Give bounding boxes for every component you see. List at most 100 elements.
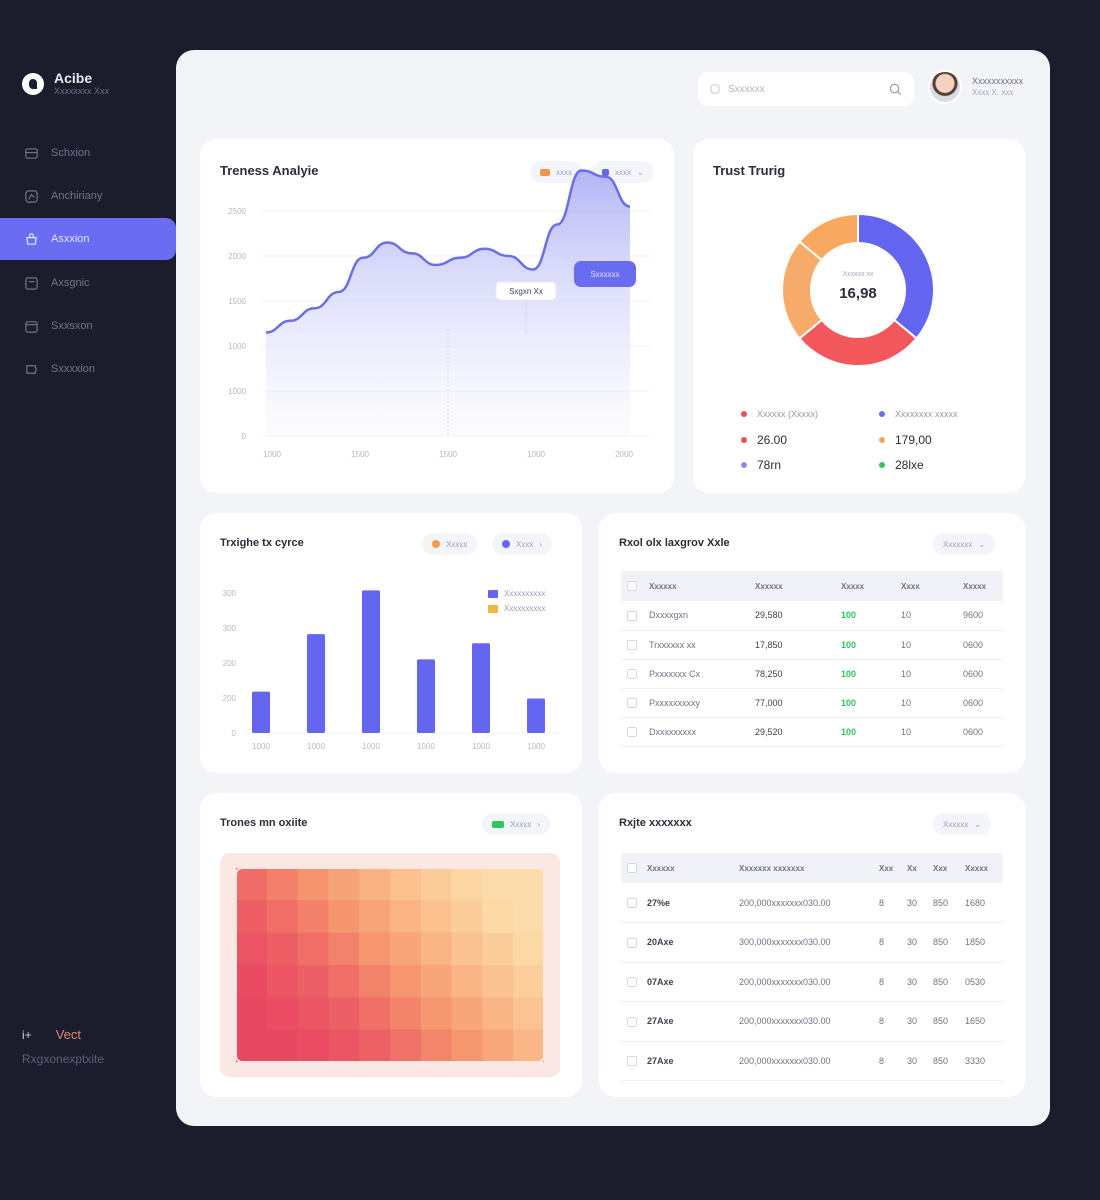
- table-row[interactable]: 27%e 200,000xxxxxxx030.00 8 30 850 1680: [621, 883, 1003, 923]
- heatmap-cell[interactable]: [266, 868, 299, 901]
- row-checkbox[interactable]: [627, 610, 637, 621]
- sidebar-item-0[interactable]: Schxion: [0, 132, 176, 174]
- table-row[interactable]: 27Axe 200,000xxxxxxx030.00 8 30 850 1650: [621, 1001, 1003, 1042]
- column-header[interactable]: Xxxxxxx xxxxxxx: [739, 853, 879, 883]
- column-header[interactable]: Xxxx: [901, 571, 963, 601]
- heatmap-cell[interactable]: [482, 1029, 514, 1062]
- table-row[interactable]: Pxxxxxxxxxy 77,000 100 10 0600: [621, 688, 1003, 718]
- heatmap-cell[interactable]: [513, 900, 544, 934]
- heatmap-cell[interactable]: [390, 868, 422, 901]
- sidebar-item-3[interactable]: Axsgnic: [0, 262, 176, 304]
- table-row[interactable]: 07Axe 200,000xxxxxxx030.00 8 30 850 0530: [621, 962, 1003, 1002]
- heatmap-cell[interactable]: [420, 868, 453, 901]
- search-input[interactable]: Sxxxxxx: [728, 83, 765, 95]
- heatmap-cell[interactable]: [359, 932, 391, 966]
- table-row[interactable]: Pxxxxxxx Cx 78,250 100 10 0600: [621, 659, 1003, 689]
- heatmap-cell[interactable]: [266, 997, 299, 1031]
- search-bar[interactable]: Sxxxxxx: [698, 72, 914, 106]
- row-checkbox[interactable]: [627, 639, 637, 650]
- column-header[interactable]: Xxx: [879, 853, 907, 883]
- row-checkbox[interactable]: [627, 937, 637, 948]
- heatmap-cell[interactable]: [390, 900, 422, 934]
- sidebar-item-1[interactable]: Anchiriany: [0, 175, 176, 217]
- heatmap-cell[interactable]: [482, 965, 514, 998]
- heatmap-cell[interactable]: [420, 997, 453, 1031]
- bar[interactable]: [527, 698, 545, 734]
- row-checkbox[interactable]: [627, 726, 637, 737]
- row-checkbox[interactable]: [627, 697, 637, 708]
- heatmap-cell[interactable]: [266, 900, 299, 934]
- column-header[interactable]: Xx: [907, 853, 933, 883]
- table-row[interactable]: 27Axe 200,000xxxxxxx030.00 8 30 850 3330: [621, 1041, 1003, 1081]
- heatmap-cell[interactable]: [236, 1029, 268, 1062]
- search-icon[interactable]: [889, 83, 902, 96]
- heatmap-cell[interactable]: [328, 900, 360, 934]
- row-checkbox[interactable]: [627, 897, 637, 908]
- bar[interactable]: [252, 691, 270, 733]
- sidebar-item-4[interactable]: Sxxsxon: [0, 305, 176, 347]
- row-checkbox[interactable]: [627, 668, 637, 679]
- heatmap-cell[interactable]: [236, 997, 268, 1031]
- trends-action-button[interactable]: [574, 261, 636, 287]
- heatmap-cell[interactable]: [359, 868, 391, 901]
- heatmap-cell[interactable]: [513, 932, 544, 966]
- heatmap-cell[interactable]: [451, 1029, 483, 1062]
- heatmap-cell[interactable]: [390, 1029, 422, 1062]
- heatmap-cell[interactable]: [513, 868, 544, 901]
- heatmap-cell[interactable]: [390, 997, 422, 1031]
- column-header[interactable]: Xxxxxx: [649, 571, 755, 601]
- heatmap-cell[interactable]: [236, 932, 268, 966]
- bar[interactable]: [307, 634, 325, 733]
- bar[interactable]: [472, 643, 490, 733]
- heatmap-cell[interactable]: [451, 965, 483, 998]
- heatmap-cell[interactable]: [482, 900, 514, 934]
- sidebar-item-2[interactable]: Asxxion: [0, 218, 176, 260]
- heatmap-cell[interactable]: [297, 965, 329, 998]
- heatmap-cell[interactable]: [236, 868, 268, 901]
- column-header[interactable]: Xxxxxx: [755, 571, 841, 601]
- profile[interactable]: Xxxxxxxxxxx Xxxx X. xxx: [928, 70, 1023, 104]
- table-row[interactable]: Dxxxxxxxxx 29,520 100 10 0600: [621, 717, 1003, 747]
- heatmap-cell[interactable]: [266, 965, 299, 998]
- donut-slice[interactable]: [798, 318, 918, 367]
- heatmap-cell[interactable]: [328, 932, 360, 966]
- heatmap-cell[interactable]: [420, 965, 453, 998]
- heatmap-cell[interactable]: [359, 1029, 391, 1062]
- sidebar-item-5[interactable]: Sxxxxion: [0, 348, 176, 390]
- heatmap-cell[interactable]: [297, 932, 329, 966]
- column-header[interactable]: Xxxxxx: [647, 853, 739, 883]
- heatmap-cell[interactable]: [513, 997, 544, 1031]
- avatar[interactable]: [928, 70, 962, 104]
- column-header[interactable]: Xxxxx: [841, 571, 901, 601]
- heatmap-cell[interactable]: [359, 900, 391, 934]
- heatmap-cell[interactable]: [297, 868, 329, 901]
- table-row[interactable]: Trxxxxxx xx 17,850 100 10 0600: [621, 630, 1003, 660]
- heatmap-cell[interactable]: [451, 900, 483, 934]
- select-all-checkbox[interactable]: [627, 863, 637, 873]
- heatmap-cell[interactable]: [328, 997, 360, 1031]
- trends-legend-chip-1[interactable]: xxxx: [530, 161, 582, 183]
- donut-slice[interactable]: [857, 212, 935, 340]
- table-row[interactable]: 20Axe 300,000xxxxxxx030.00 8 30 850 1850: [621, 922, 1003, 963]
- bar[interactable]: [362, 590, 380, 733]
- heatmap-cell[interactable]: [451, 932, 483, 966]
- heatmap-cell[interactable]: [451, 868, 483, 901]
- heatmap-cell[interactable]: [420, 932, 453, 966]
- heatmap-cell[interactable]: [359, 965, 391, 998]
- bars-chip-1[interactable]: Xxxxx: [422, 533, 478, 555]
- heatmap-cell[interactable]: [297, 900, 329, 934]
- heatmap-cell[interactable]: [328, 868, 360, 901]
- heatmap-cell[interactable]: [482, 932, 514, 966]
- row-checkbox[interactable]: [627, 1056, 637, 1067]
- heatmap-cell[interactable]: [513, 1029, 544, 1062]
- heatmap-cell[interactable]: [328, 1029, 360, 1062]
- column-header[interactable]: Xxxxx: [965, 853, 1003, 883]
- heatmap-cell[interactable]: [328, 965, 360, 998]
- bars-chip-2[interactable]: Xxxx ›: [492, 533, 553, 555]
- select-all-checkbox[interactable]: [627, 581, 637, 591]
- table1-filter[interactable]: Xxxxxxx ⌄: [933, 533, 996, 555]
- heatmap-cell[interactable]: [482, 997, 514, 1031]
- row-checkbox[interactable]: [627, 1016, 637, 1027]
- bar[interactable]: [417, 659, 435, 733]
- table2-filter[interactable]: Xxxxxx ⌄: [933, 813, 992, 835]
